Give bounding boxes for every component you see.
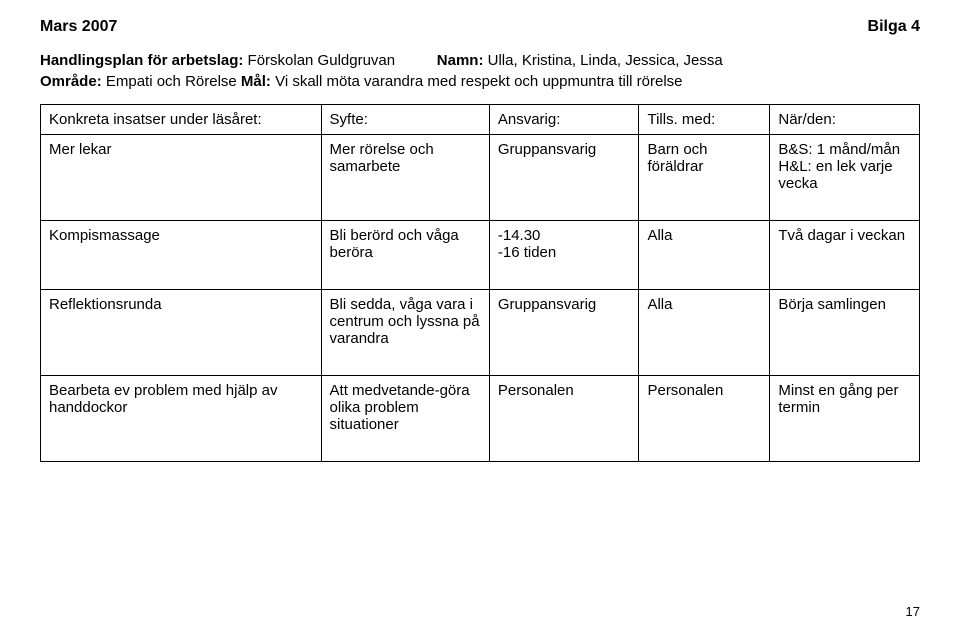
- area-label: Område:: [40, 73, 106, 90]
- area-value: Empati och Rörelse: [106, 73, 241, 90]
- cell-ansvarig: Personalen: [489, 376, 639, 462]
- name-value: Ulla, Kristina, Linda, Jessica, Jessa: [488, 52, 723, 69]
- plan-table: Konkreta insatser under läsåret: Syfte: …: [40, 104, 920, 462]
- col-syfte: Syfte:: [321, 105, 489, 135]
- cell-syfte: Bli sedda, våga vara i centrum och lyssn…: [321, 290, 489, 376]
- table-row: Bearbeta ev problem med hjälp av handdoc…: [41, 376, 920, 462]
- col-insatser: Konkreta insatser under läsåret:: [41, 105, 322, 135]
- cell-ansvarig: -14.30 -16 tiden: [489, 221, 639, 290]
- table-row: Mer lekar Mer rörelse och samarbete Grup…: [41, 135, 920, 221]
- cell-insatser: Reflektionsrunda: [41, 290, 322, 376]
- cell-ansvarig: Gruppansvarig: [489, 290, 639, 376]
- cell-nar: Börja samlingen: [770, 290, 920, 376]
- intro-line-2: Område: Empati och Rörelse Mål: Vi skall…: [40, 71, 920, 92]
- col-ansvarig: Ansvarig:: [489, 105, 639, 135]
- col-nar: När/den:: [770, 105, 920, 135]
- page-number: 17: [906, 604, 920, 619]
- intro-line-1: Handlingsplan för arbetslag: Förskolan G…: [40, 50, 920, 71]
- goal-label: Mål:: [241, 73, 275, 90]
- cell-nar: Två dagar i veckan: [770, 221, 920, 290]
- cell-insatser: Kompismassage: [41, 221, 322, 290]
- cell-tillsmed: Barn och föräldrar: [639, 135, 770, 221]
- header-right: Bilga 4: [868, 18, 920, 36]
- plan-label: Handlingsplan för arbetslag:: [40, 52, 248, 69]
- header-left: Mars 2007: [40, 18, 117, 36]
- plan-value: Förskolan Guldgruvan: [248, 52, 396, 69]
- name-label: Namn:: [437, 52, 488, 69]
- cell-tillsmed: Alla: [639, 290, 770, 376]
- cell-syfte: Att medvetande-göra olika problem situat…: [321, 376, 489, 462]
- cell-tillsmed: Alla: [639, 221, 770, 290]
- table-row: Kompismassage Bli berörd och våga beröra…: [41, 221, 920, 290]
- cell-nar: Minst en gång per termin: [770, 376, 920, 462]
- col-tillsmed: Tills. med:: [639, 105, 770, 135]
- table-row: Reflektionsrunda Bli sedda, våga vara i …: [41, 290, 920, 376]
- intro-block: Handlingsplan för arbetslag: Förskolan G…: [40, 50, 920, 92]
- cell-ansvarig: Gruppansvarig: [489, 135, 639, 221]
- header-row: Mars 2007 Bilga 4: [40, 18, 920, 36]
- cell-syfte: Mer rörelse och samarbete: [321, 135, 489, 221]
- goal-value: Vi skall möta varandra med respekt och u…: [275, 73, 682, 90]
- cell-nar: B&S: 1 månd/mån H&L: en lek varje vecka: [770, 135, 920, 221]
- cell-tillsmed: Personalen: [639, 376, 770, 462]
- cell-syfte: Bli berörd och våga beröra: [321, 221, 489, 290]
- cell-insatser: Bearbeta ev problem med hjälp av handdoc…: [41, 376, 322, 462]
- cell-insatser: Mer lekar: [41, 135, 322, 221]
- table-header-row: Konkreta insatser under läsåret: Syfte: …: [41, 105, 920, 135]
